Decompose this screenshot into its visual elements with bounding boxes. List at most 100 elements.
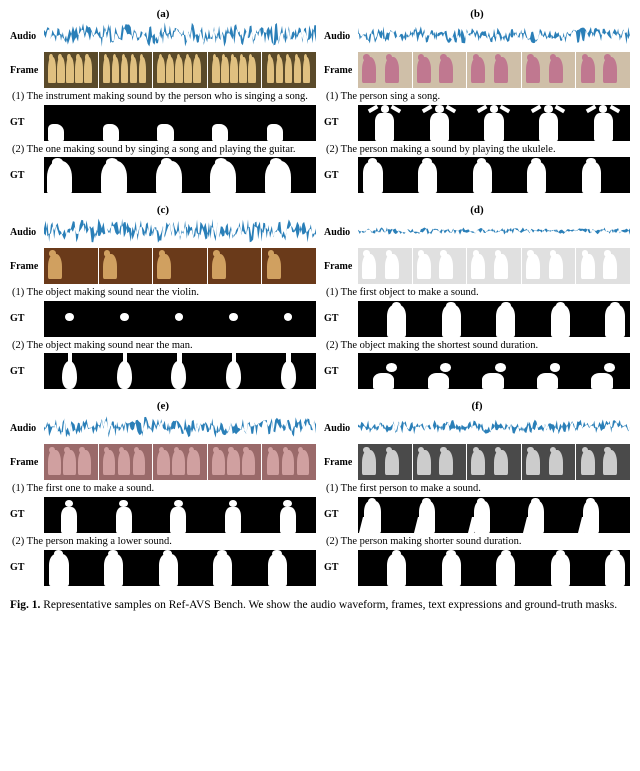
row-label-frame: Frame xyxy=(10,457,44,468)
frame-row: Frame xyxy=(324,444,630,480)
row-label-audio: Audio xyxy=(10,423,44,434)
gt-mask xyxy=(522,497,576,533)
expression-2: (2) The one making sound by singing a so… xyxy=(10,142,316,158)
audio-row: Audio xyxy=(10,414,316,443)
gt-mask xyxy=(576,105,630,141)
gt-strip xyxy=(358,301,630,337)
gt-strip xyxy=(358,497,630,533)
gt-row-1: GT xyxy=(10,301,316,337)
gt-mask xyxy=(44,157,98,193)
frame-thumb xyxy=(153,52,207,88)
frame-thumb xyxy=(208,248,262,284)
gt-mask xyxy=(262,550,316,586)
gt-row-2: GT xyxy=(324,157,630,193)
figure-caption: Fig. 1. Representative samples on Ref-AV… xyxy=(0,595,640,621)
frame-row: Frame xyxy=(10,248,316,284)
gt-mask xyxy=(44,353,98,389)
gt-row-2: GT xyxy=(10,353,316,389)
gt-mask xyxy=(208,353,262,389)
gt-mask xyxy=(262,105,316,141)
gt-mask xyxy=(576,353,630,389)
gt-mask xyxy=(522,550,576,586)
expression-1: (1) The object making sound near the vio… xyxy=(10,285,316,301)
gt-row-1: GT xyxy=(10,105,316,141)
gt-row-2: GT xyxy=(324,353,630,389)
gt-row-1: GT xyxy=(324,105,630,141)
row-label-gt: GT xyxy=(10,562,44,573)
audio-row: Audio xyxy=(324,218,630,247)
row-label-frame: Frame xyxy=(324,65,358,76)
gt-mask xyxy=(358,301,412,337)
gt-mask xyxy=(262,353,316,389)
row-label-frame: Frame xyxy=(324,457,358,468)
gt-row-1: GT xyxy=(324,497,630,533)
gt-mask xyxy=(262,157,316,193)
waveform-icon xyxy=(358,22,630,48)
frame-thumb xyxy=(413,52,467,88)
expression-2: (2) The object making sound near the man… xyxy=(10,338,316,354)
gt-mask xyxy=(153,550,207,586)
gt-mask xyxy=(208,301,262,337)
gt-mask xyxy=(262,301,316,337)
frame-thumb xyxy=(262,248,316,284)
gt-mask xyxy=(413,157,467,193)
gt-strip xyxy=(44,497,316,533)
frame-thumb xyxy=(522,52,576,88)
frame-strip xyxy=(44,444,316,480)
sample-block: (e) Audio Frame (1) The first one to mak… xyxy=(6,398,320,594)
gt-mask xyxy=(467,157,521,193)
row-label-frame: Frame xyxy=(10,65,44,76)
gt-mask xyxy=(413,550,467,586)
frame-thumb xyxy=(413,248,467,284)
expression-1: (1) The first object to make a sound. xyxy=(324,285,630,301)
frame-strip xyxy=(44,248,316,284)
gt-mask xyxy=(44,105,98,141)
row-label-gt: GT xyxy=(10,117,44,128)
row-label-gt: GT xyxy=(324,366,358,377)
gt-strip xyxy=(44,157,316,193)
gt-mask xyxy=(99,353,153,389)
row-label-gt: GT xyxy=(324,562,358,573)
frame-thumb xyxy=(467,248,521,284)
frame-thumb xyxy=(576,248,630,284)
gt-mask xyxy=(208,157,262,193)
gt-strip xyxy=(358,550,630,586)
audio-row: Audio xyxy=(324,22,630,51)
gt-strip xyxy=(44,301,316,337)
block-id: (d) xyxy=(324,204,630,216)
figure: (a) Audio Frame (1) The instrument makin… xyxy=(0,0,640,595)
row-label-gt: GT xyxy=(10,509,44,520)
gt-mask xyxy=(208,550,262,586)
gt-mask xyxy=(358,497,412,533)
gt-mask xyxy=(358,550,412,586)
row-label-frame: Frame xyxy=(324,261,358,272)
gt-mask xyxy=(467,550,521,586)
audio-row: Audio xyxy=(324,414,630,443)
frame-strip xyxy=(358,248,630,284)
frame-thumb xyxy=(44,248,98,284)
gt-strip xyxy=(44,105,316,141)
gt-strip xyxy=(358,157,630,193)
gt-row-1: GT xyxy=(10,497,316,533)
expression-1: (1) The person sing a song. xyxy=(324,89,630,105)
gt-strip xyxy=(358,353,630,389)
block-id: (f) xyxy=(324,400,630,412)
frame-thumb xyxy=(153,248,207,284)
sample-block: (b) Audio Frame (1) The person sing a so… xyxy=(320,6,634,202)
frame-thumb xyxy=(208,444,262,480)
gt-mask xyxy=(99,550,153,586)
block-id: (b) xyxy=(324,8,630,20)
gt-row-1: GT xyxy=(324,301,630,337)
gt-mask xyxy=(358,353,412,389)
frame-thumb xyxy=(262,444,316,480)
figcaption-prefix: Fig. 1. xyxy=(10,599,40,611)
frame-thumb xyxy=(358,444,412,480)
frame-thumb xyxy=(576,444,630,480)
gt-mask xyxy=(467,301,521,337)
row-label-gt: GT xyxy=(324,170,358,181)
frame-row: Frame xyxy=(324,248,630,284)
frame-thumb xyxy=(467,444,521,480)
gt-mask xyxy=(99,301,153,337)
expression-1: (1) The first person to make a sound. xyxy=(324,481,630,497)
frame-strip xyxy=(358,52,630,88)
